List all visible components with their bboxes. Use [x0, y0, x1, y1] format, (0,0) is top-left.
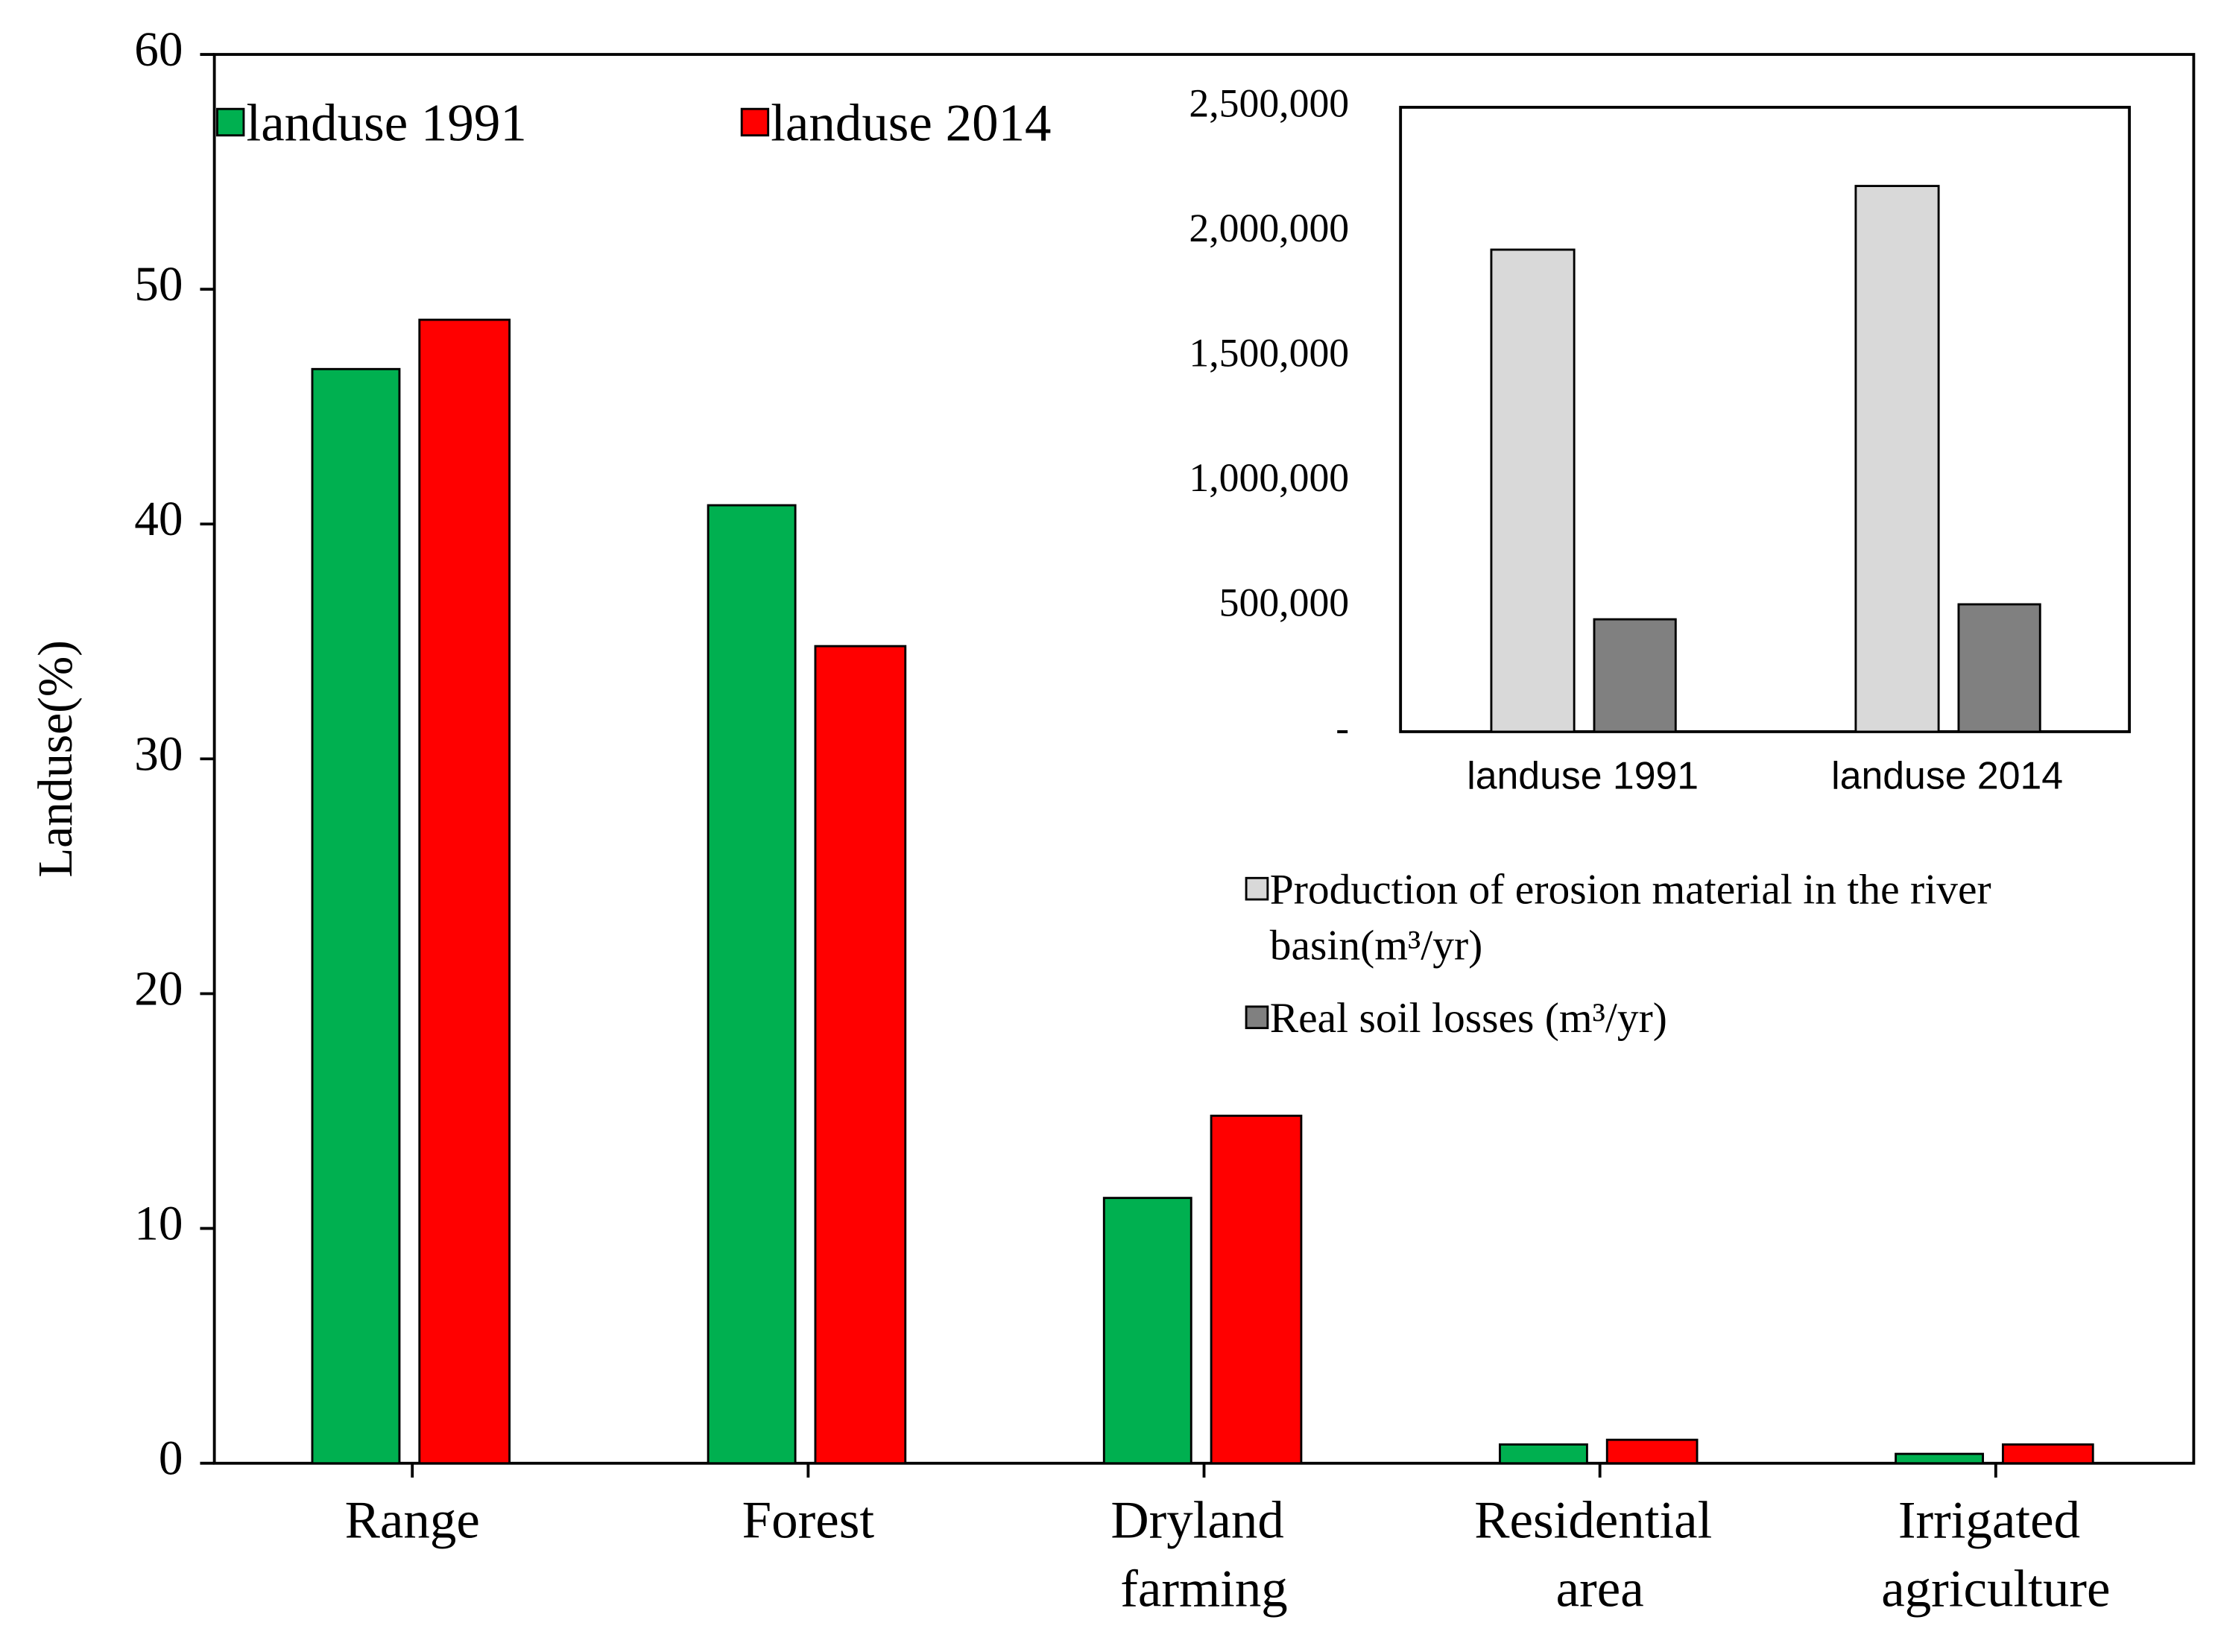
x-tick-label: Irrigated agriculture: [1881, 1491, 2110, 1618]
x-tick-label: Residential area: [1474, 1491, 1725, 1618]
y-tick-label: 1,000,000: [1189, 455, 1349, 500]
bar: [1605, 1438, 1699, 1465]
bar: [1499, 1443, 1588, 1465]
legend-label: landuse 2014: [771, 95, 1051, 153]
y-axis-label: Landuse(%): [29, 640, 83, 878]
bar: [1854, 185, 1940, 733]
bar: [1102, 1197, 1192, 1465]
bar: [707, 504, 797, 1465]
y-tick-label: 0: [159, 1432, 183, 1486]
y-tick-label: 2,000,000: [1189, 206, 1349, 250]
y-tick-label: -: [1336, 705, 1349, 750]
legend-swatch: [1245, 876, 1269, 901]
legend-swatch: [1245, 1005, 1269, 1030]
bar: [2001, 1443, 2094, 1465]
x-tick-label: Range: [345, 1491, 480, 1549]
bar: [311, 367, 401, 1465]
bar: [1895, 1452, 1985, 1465]
bar: [1593, 618, 1677, 733]
y-tick-label: 1,500,000: [1189, 330, 1349, 375]
x-tick-label: Forest: [742, 1491, 875, 1549]
legend-label: landuse 1991: [246, 95, 526, 153]
legend-swatch: [740, 107, 770, 137]
y-tick-label: 2,500,000: [1189, 80, 1349, 125]
bar: [1490, 248, 1576, 733]
legend-label: Production of erosion material in the ri…: [1270, 867, 2002, 969]
y-tick-label: 40: [134, 493, 183, 546]
bar: [1957, 603, 2041, 733]
y-tick-label: 500,000: [1219, 580, 1349, 625]
x-tick-label: Dryland farming: [1110, 1491, 1297, 1618]
y-tick-label: 20: [134, 962, 183, 1016]
legend-label: Real soil losses (m³/yr): [1270, 995, 1667, 1042]
bar: [418, 318, 511, 1465]
y-tick-label: 50: [134, 258, 183, 311]
bar: [814, 645, 907, 1465]
plot-frame: [1399, 106, 2132, 733]
x-tick-label: landuse 2014: [1831, 754, 2063, 797]
y-tick-label: 30: [134, 727, 183, 781]
y-tick-label: 60: [134, 23, 183, 77]
legend-swatch: [216, 107, 245, 137]
y-tick-label: 10: [134, 1197, 183, 1251]
x-tick-label: landuse 1991: [1467, 754, 1699, 797]
bar: [1210, 1114, 1303, 1465]
